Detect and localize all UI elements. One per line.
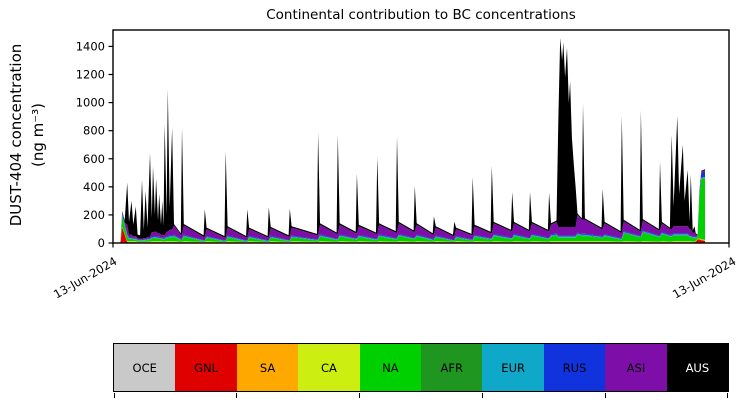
legend-cell-OCE: OCE <box>114 344 176 391</box>
legend: OCE GNL SA CA NA AFR EUR RUS ASI AUS <box>113 343 729 398</box>
y-tick-label: 600 <box>83 152 105 166</box>
legend-label-CA: CA <box>320 360 337 375</box>
legend-cell-SA: SA <box>236 344 299 391</box>
legend-cell-RUS: RUS <box>543 344 606 391</box>
legend-axis-tick <box>236 393 238 398</box>
legend-cell-EUR: EUR <box>482 344 544 391</box>
legend-label-GNL: GNL <box>194 360 219 375</box>
stacked-area-layers <box>120 38 705 243</box>
legend-cell-GNL: GNL <box>175 344 237 391</box>
y-axis-ticks: 0 200 400 600 800 1000 1200 1400 <box>76 39 113 250</box>
chart-title: Continental contribution to BC concentra… <box>266 7 576 23</box>
legend-cell-CA: CA <box>298 344 360 391</box>
legend-label-AFR: AFR <box>440 360 463 375</box>
y-tick-label: 0 <box>98 236 105 250</box>
area-layer-ASI <box>120 170 705 242</box>
legend-cell-AUS: AUS <box>666 344 729 391</box>
legend-label-EUR: EUR <box>501 360 525 375</box>
legend-cell-ASI: ASI <box>605 344 667 391</box>
legend-axis-tick <box>726 393 728 398</box>
y-tick-label: 400 <box>83 180 105 194</box>
area-layer-AUS <box>120 38 705 242</box>
legend-cell-AFR: AFR <box>421 344 483 391</box>
legend-label-ASI: ASI <box>626 360 646 375</box>
legend-label-RUS: RUS <box>562 360 587 375</box>
legend-axis-tick <box>604 393 606 398</box>
legend-label-SA: SA <box>259 360 276 375</box>
y-tick-label: 1400 <box>76 39 105 53</box>
legend-label-AUS: AUS <box>685 360 710 375</box>
legend-label-OCE: OCE <box>132 360 157 375</box>
legend-axis-tick <box>114 393 116 398</box>
area-layer-NA <box>120 178 705 243</box>
legend-label-NA: NA <box>382 360 399 375</box>
y-tick-label: 1000 <box>76 96 105 110</box>
y-tick-label: 1200 <box>76 68 105 82</box>
plot-border <box>112 29 730 244</box>
y-tick-label: 200 <box>83 208 105 222</box>
y-tick-label: 800 <box>83 124 105 138</box>
legend-cell-NA: NA <box>359 344 422 391</box>
legend-axis-tick <box>481 393 484 398</box>
legend-axis-tick <box>358 393 361 398</box>
